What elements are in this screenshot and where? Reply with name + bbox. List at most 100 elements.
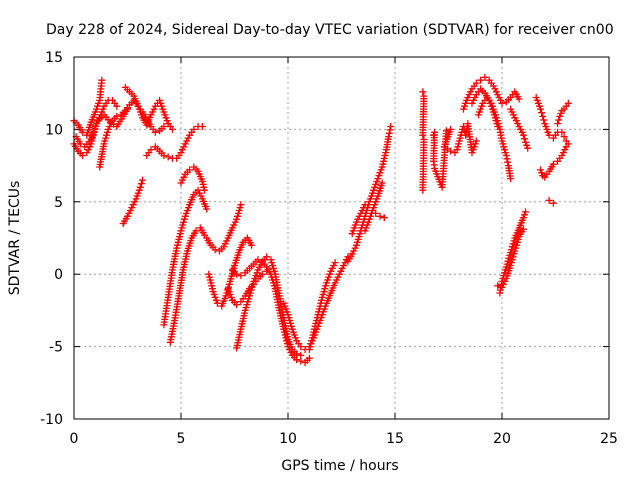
data-point xyxy=(507,175,515,183)
data-point xyxy=(248,241,256,249)
data-point xyxy=(504,158,512,166)
data-point xyxy=(447,147,455,155)
data-point xyxy=(147,146,155,154)
data-point xyxy=(79,152,87,159)
x-tick-label: 15 xyxy=(386,431,404,447)
data-point xyxy=(233,270,241,278)
data-point xyxy=(254,256,262,264)
data-point xyxy=(545,196,553,204)
data-point xyxy=(258,270,266,278)
data-point xyxy=(198,123,206,130)
y-tick-label: 5 xyxy=(54,195,63,211)
plot-frame xyxy=(73,56,610,420)
data-point xyxy=(494,282,502,290)
series-arc-10 xyxy=(177,163,208,194)
data-point xyxy=(503,155,511,163)
data-point xyxy=(297,343,305,351)
y-tick-labels: -10 -5 0 5 10 15 xyxy=(40,50,63,428)
data-point xyxy=(515,95,523,103)
data-point xyxy=(494,123,502,130)
data-point xyxy=(419,88,427,96)
series-arc-15 xyxy=(224,267,271,309)
data-point xyxy=(539,112,547,120)
series-arc-11 xyxy=(203,201,245,255)
data-point xyxy=(419,131,427,139)
data-point xyxy=(263,267,271,275)
data-point xyxy=(477,76,485,84)
data-point xyxy=(387,123,395,130)
series-arc-33 xyxy=(558,128,572,148)
x-tick-labels: 0 5 10 15 20 25 xyxy=(70,431,618,447)
x-axis-label: GPS time / hours xyxy=(281,458,398,474)
data-point xyxy=(76,140,84,148)
data-point xyxy=(549,199,557,207)
data-point xyxy=(297,351,305,359)
data-point xyxy=(560,133,568,141)
y-tick-label: -10 xyxy=(40,412,63,428)
data-point xyxy=(380,214,388,222)
data-point xyxy=(442,127,450,135)
data-point xyxy=(376,212,384,220)
series-arc-12 xyxy=(205,234,256,310)
data-point xyxy=(160,123,168,130)
data-point xyxy=(263,253,271,261)
data-point xyxy=(545,131,553,139)
data-point xyxy=(378,179,386,187)
series-arc-26 xyxy=(496,208,529,297)
x-tick-label: 20 xyxy=(493,431,511,447)
data-point xyxy=(558,128,566,136)
data-point xyxy=(372,209,380,217)
series-arc-4 xyxy=(96,96,176,171)
series-arc-30 xyxy=(537,143,570,181)
series-arc-32 xyxy=(554,99,572,128)
series-arc-27 xyxy=(494,225,527,291)
x-tick-label: 5 xyxy=(177,431,186,447)
data-point xyxy=(293,350,301,358)
data-point xyxy=(564,99,572,107)
y-tick-label: -5 xyxy=(49,340,63,356)
data-point xyxy=(481,73,489,81)
data-point xyxy=(386,126,394,134)
series-arc-20 xyxy=(348,201,369,238)
data-point xyxy=(519,225,527,233)
data-point xyxy=(164,120,172,128)
series-arc-25 xyxy=(468,85,502,130)
y-tick-label: 15 xyxy=(45,50,63,66)
data-point xyxy=(137,180,145,188)
data-point xyxy=(521,135,528,143)
data-point xyxy=(554,120,562,128)
data-point xyxy=(522,208,529,216)
data-point xyxy=(190,125,198,133)
data-point xyxy=(113,102,121,110)
series-arc-18 xyxy=(344,123,395,265)
series-arc-29 xyxy=(532,94,562,142)
y-tick-label: 10 xyxy=(45,122,63,138)
series-arc-17 xyxy=(305,259,339,353)
data-point xyxy=(305,354,313,362)
data-point xyxy=(160,152,168,159)
data-point xyxy=(540,116,548,124)
data-point xyxy=(203,205,211,213)
series-arc-7 xyxy=(143,123,206,162)
data-point xyxy=(419,186,427,194)
data-point xyxy=(237,201,245,209)
series-arc-9 xyxy=(166,224,208,346)
series-arc-5 xyxy=(121,83,172,129)
data-point xyxy=(472,137,480,145)
series-arc-22 xyxy=(419,88,480,194)
data-point xyxy=(139,176,146,184)
data-point xyxy=(538,109,546,117)
data-point xyxy=(151,128,159,136)
data-point xyxy=(233,301,241,309)
y-axis-label: SDTVAR / TECUs xyxy=(7,181,23,296)
series-arc-28 xyxy=(507,105,532,152)
data-point xyxy=(237,272,245,280)
series-arc-8 xyxy=(160,186,211,329)
data-point xyxy=(519,131,527,139)
data-point xyxy=(211,246,219,254)
data-point xyxy=(385,129,393,137)
data-point xyxy=(361,201,369,209)
data-point xyxy=(164,153,172,161)
data-point xyxy=(564,140,572,148)
